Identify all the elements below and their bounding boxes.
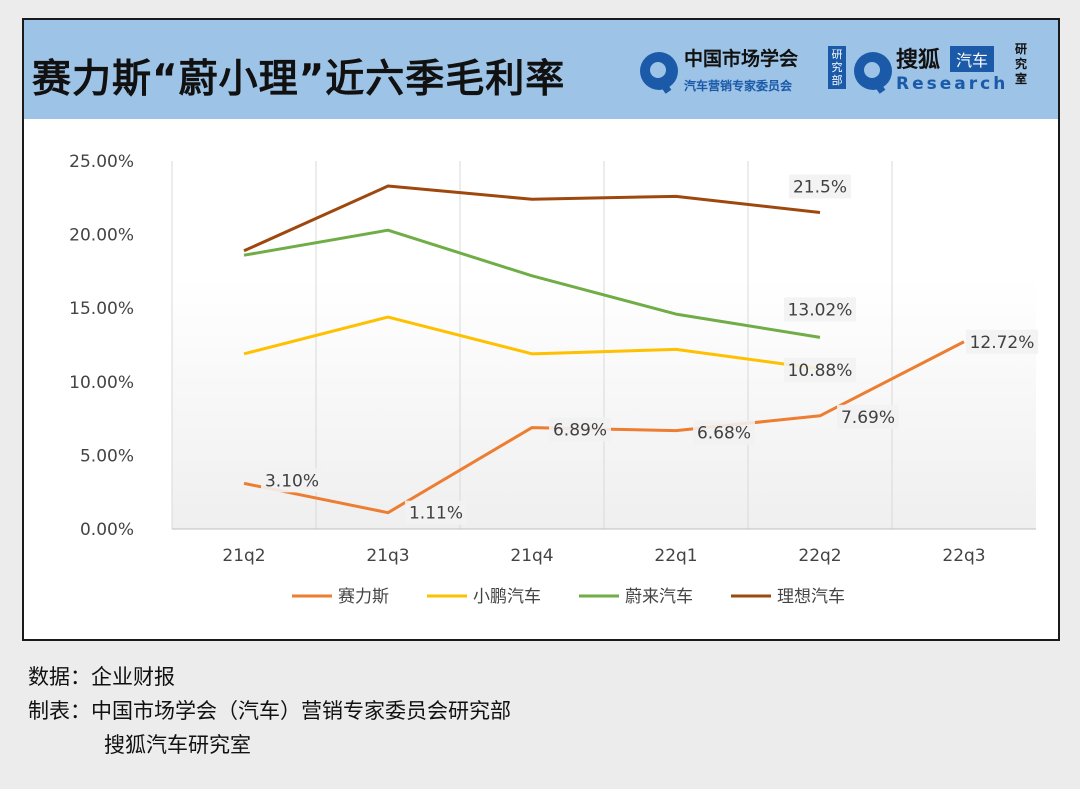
source-value: 企业财报 (91, 665, 175, 689)
maker-value: 中国市场学会（汽车）营销专家委员会研究部 (91, 699, 511, 723)
org-dept: 研究部 (828, 46, 846, 89)
data-label: 1.11% (409, 504, 463, 524)
research-lab-label: 研究室 (1014, 42, 1027, 86)
sohu-research-logo-icon (854, 52, 892, 90)
x-tick-label: 21q3 (366, 546, 409, 566)
series-line (243, 228, 821, 339)
data-label: 21.5% (793, 178, 847, 198)
y-tick-label: 20.00% (69, 226, 134, 246)
legend-label: 蔚来汽车 (625, 587, 693, 607)
org-name: 中国市场学会 (684, 48, 799, 70)
x-tick-label: 22q3 (942, 546, 985, 566)
data-label: 6.89% (553, 421, 607, 441)
y-tick-label: 10.00% (69, 373, 134, 393)
data-label-box (784, 357, 856, 382)
data-label: 13.02% (788, 300, 853, 320)
chart-frame: 赛力斯“蔚小理”近六季毛利率 中国市场学会 汽车营销专家委员会 研究部 搜狐 汽… (22, 18, 1060, 641)
y-tick-label: 25.00% (69, 152, 134, 172)
org-subtitle: 汽车营销专家委员会 (684, 79, 793, 93)
y-tick-label: 5.00% (80, 446, 134, 466)
series-line (243, 315, 821, 371)
sohu-qiche-badge: 汽车 (950, 46, 995, 72)
y-tick-label: 0.00% (80, 520, 134, 540)
data-label: 7.69% (841, 408, 895, 428)
data-label-box (693, 420, 755, 445)
source-label: 数据： (28, 665, 91, 689)
series-line (243, 184, 821, 253)
chart-header: 赛力斯“蔚小理”近六季毛利率 中国市场学会 汽车营销专家委员会 研究部 搜狐 汽… (24, 20, 1058, 119)
data-label: 3.10% (265, 471, 319, 491)
data-label-box (789, 174, 851, 199)
data-label-box (784, 297, 856, 322)
data-label: 12.72% (970, 333, 1035, 353)
line-chart: 0.00% 5.00% 10.00% 15.00% 20.00% 25.00% 21q2 21… (69, 152, 1038, 607)
data-label: 6.68% (697, 424, 751, 444)
data-label-box (261, 468, 323, 493)
data-label-box (549, 417, 611, 442)
data-label-box (966, 329, 1038, 354)
legend-label: 理想汽车 (777, 587, 845, 607)
research-wordmark: Research (896, 74, 1009, 94)
legend-label: 小鹏汽车 (473, 587, 541, 607)
source-line: 数据：企业财报 (28, 660, 511, 694)
y-tick-label: 15.00% (69, 299, 134, 319)
sohu-name: 搜狐 (896, 48, 941, 73)
maker-line: 制表：中国市场学会（汽车）营销专家委员会研究部 (28, 694, 511, 728)
x-tick-label: 21q2 (222, 546, 265, 566)
footer: 数据：企业财报 制表：中国市场学会（汽车）营销专家委员会研究部 搜狐汽车研究室 (28, 660, 511, 762)
maker-line-2: 搜狐汽车研究室 (104, 733, 251, 757)
x-tick-label: 21q4 (510, 546, 553, 566)
x-tick-label: 22q1 (654, 546, 697, 566)
data-label: 10.88% (788, 361, 853, 381)
maker-label: 制表： (28, 699, 91, 723)
data-label-box (837, 404, 899, 429)
market-society-logo-icon (640, 52, 678, 90)
x-tick-label: 22q2 (798, 546, 841, 566)
legend-label: 赛力斯 (338, 586, 389, 607)
data-label-box (405, 500, 467, 525)
chart-title: 赛力斯“蔚小理”近六季毛利率 (32, 57, 566, 102)
